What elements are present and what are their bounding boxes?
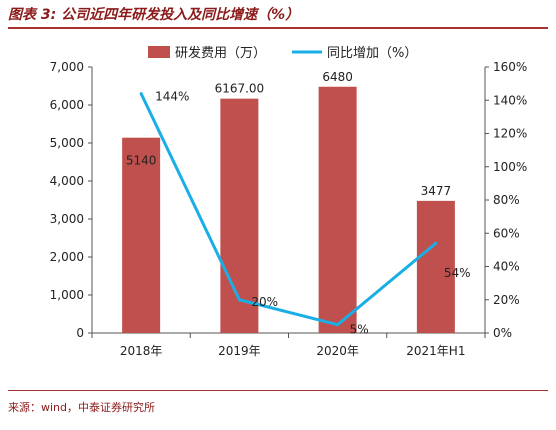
y-right-tick-label: 0%	[493, 326, 512, 340]
legend-bar-label: 研发费用（万）	[175, 45, 266, 61]
line-point	[336, 323, 340, 327]
y-left-tick-label: 5,000	[50, 136, 84, 150]
figure-number: 图表 3:	[8, 7, 57, 23]
bar	[318, 86, 357, 333]
x-tick-label: 2019年	[218, 344, 261, 358]
y-left-tick-label: 2,000	[50, 250, 84, 264]
line-series	[139, 92, 437, 327]
x-tick-label: 2018年	[120, 344, 163, 358]
line-data-label: 5%	[350, 323, 369, 337]
bar-data-label: 6167.00	[215, 82, 265, 96]
bar	[416, 200, 455, 333]
source-note: 来源：wind，中泰证券研究所	[8, 401, 156, 414]
legend-line-label: 同比增加（%）	[327, 46, 417, 61]
line-data-label: 20%	[251, 295, 278, 309]
y-left-tick-label: 0	[76, 326, 84, 340]
bar	[122, 137, 161, 333]
line-data-label: 54%	[444, 266, 471, 280]
bar-data-label: 5140	[126, 154, 157, 168]
y-left-tick-label: 1,000	[50, 288, 84, 302]
y-right-tick-label: 20%	[493, 293, 520, 307]
bottom-rule	[8, 390, 548, 391]
y-right-tick-label: 160%	[493, 60, 527, 74]
top-rule	[8, 27, 548, 29]
y-right-tick-label: 60%	[493, 226, 520, 240]
bar	[220, 98, 259, 334]
figure-title: 图表 3: 公司近四年研发投入及同比增速（%）	[8, 4, 299, 24]
y-right-tick-label: 100%	[493, 160, 527, 174]
bar-data-label: 6480	[322, 70, 353, 84]
legend-bar-swatch	[148, 46, 170, 58]
line-data-label: 144%	[155, 90, 189, 104]
y-right-tick-label: 120%	[493, 127, 527, 141]
y-right-tick-label: 140%	[493, 93, 527, 107]
line-point	[139, 92, 143, 96]
bar-data-label: 3477	[421, 184, 452, 198]
y-left-tick-label: 3,000	[50, 212, 84, 226]
y-right-tick-label: 80%	[493, 193, 520, 207]
x-tick-label: 2021年H1	[406, 344, 465, 358]
y-left-tick-label: 6,000	[50, 98, 84, 112]
chart-canvas: 0 1,000 2,000 3,000 4,000 5,000 6,000 7,000 0% 20…	[50, 45, 528, 358]
x-tick-label: 2020年	[316, 344, 359, 358]
line-point	[237, 298, 241, 302]
y-left-tick-label: 7,000	[50, 60, 84, 74]
y-right-tick-label: 40%	[493, 260, 520, 274]
line-point	[434, 241, 438, 245]
y-left-tick-label: 4,000	[50, 174, 84, 188]
figure-title-text: 公司近四年研发投入及同比增速（%）	[61, 7, 300, 23]
